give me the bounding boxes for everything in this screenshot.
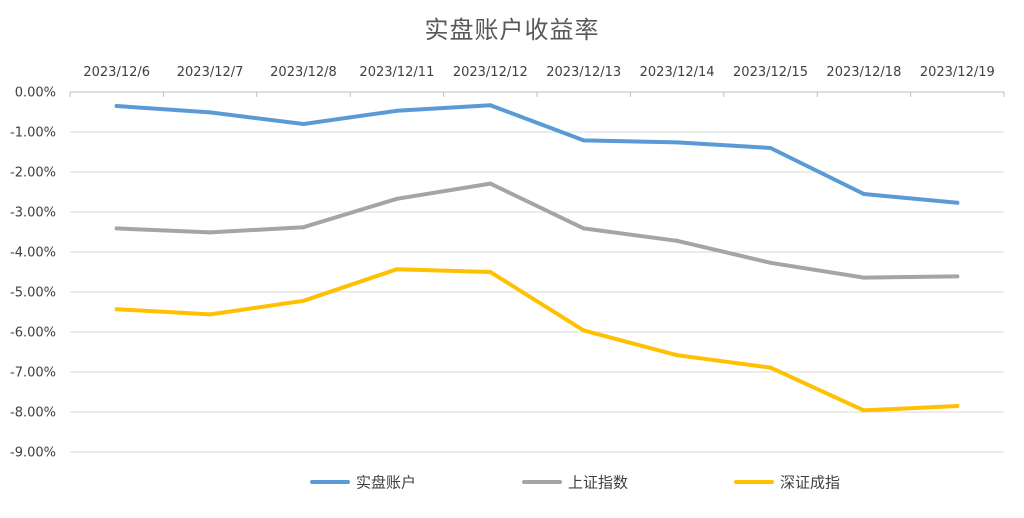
- data-point: [581, 138, 586, 143]
- data-point: [394, 108, 399, 113]
- data-point: [488, 181, 493, 186]
- x-tick-label: 2023/12/11: [359, 65, 434, 80]
- data-point: [861, 192, 866, 196]
- data-point: [301, 225, 306, 230]
- series-line-3: [114, 267, 960, 413]
- y-tick-label: -9.00%: [10, 446, 56, 461]
- x-tick-label: 2023/12/18: [826, 65, 901, 80]
- series-line-2: [114, 181, 960, 280]
- data-point: [394, 196, 399, 201]
- x-tick-label: 2023/12/13: [546, 65, 621, 80]
- data-point: [581, 226, 586, 231]
- data-point: [768, 260, 773, 265]
- data-point: [488, 103, 493, 108]
- y-tick-label: -2.00%: [10, 166, 56, 181]
- y-tick-label: -1.00%: [10, 126, 56, 141]
- x-tick-label: 2023/12/8: [270, 65, 337, 80]
- y-tick-label: -4.00%: [10, 246, 56, 261]
- data-point: [301, 298, 306, 303]
- y-tick-label: -6.00%: [10, 326, 56, 341]
- data-point: [488, 270, 493, 274]
- y-tick-label: 0.00%: [15, 86, 56, 101]
- legend-label: 实盘账户: [356, 474, 416, 492]
- data-point: [208, 110, 213, 115]
- data-point: [955, 404, 960, 408]
- data-point: [955, 274, 960, 279]
- x-tick-label: 2023/12/14: [640, 65, 715, 80]
- data-point: [114, 307, 119, 312]
- data-point: [301, 122, 306, 126]
- data-point: [955, 200, 960, 205]
- data-point: [675, 140, 680, 145]
- data-point: [114, 226, 119, 231]
- y-tick-label: -7.00%: [10, 366, 56, 381]
- data-point: [861, 275, 866, 280]
- y-tick-label: -3.00%: [10, 206, 56, 221]
- data-point: [768, 146, 773, 150]
- data-point: [861, 408, 866, 413]
- x-tick-label: 2023/12/19: [920, 65, 995, 80]
- x-tick-label: 2023/12/15: [733, 65, 808, 80]
- series-line-1: [114, 103, 960, 205]
- x-tick-label: 2023/12/7: [177, 65, 244, 80]
- legend-label: 深证成指: [780, 474, 840, 492]
- x-tick-label: 2023/12/12: [453, 65, 528, 80]
- legend-label: 上证指数: [568, 474, 628, 492]
- data-point: [768, 365, 773, 370]
- data-point: [208, 312, 213, 317]
- data-point: [581, 328, 586, 333]
- y-tick-label: -5.00%: [10, 286, 56, 301]
- data-point: [114, 104, 119, 108]
- x-tick-label: 2023/12/6: [83, 65, 150, 80]
- data-point: [675, 353, 680, 358]
- y-tick-label: -8.00%: [10, 406, 56, 421]
- data-point: [394, 267, 399, 272]
- chart-title: 实盘账户收益率: [424, 16, 600, 44]
- data-point: [208, 230, 213, 235]
- data-point: [675, 238, 680, 243]
